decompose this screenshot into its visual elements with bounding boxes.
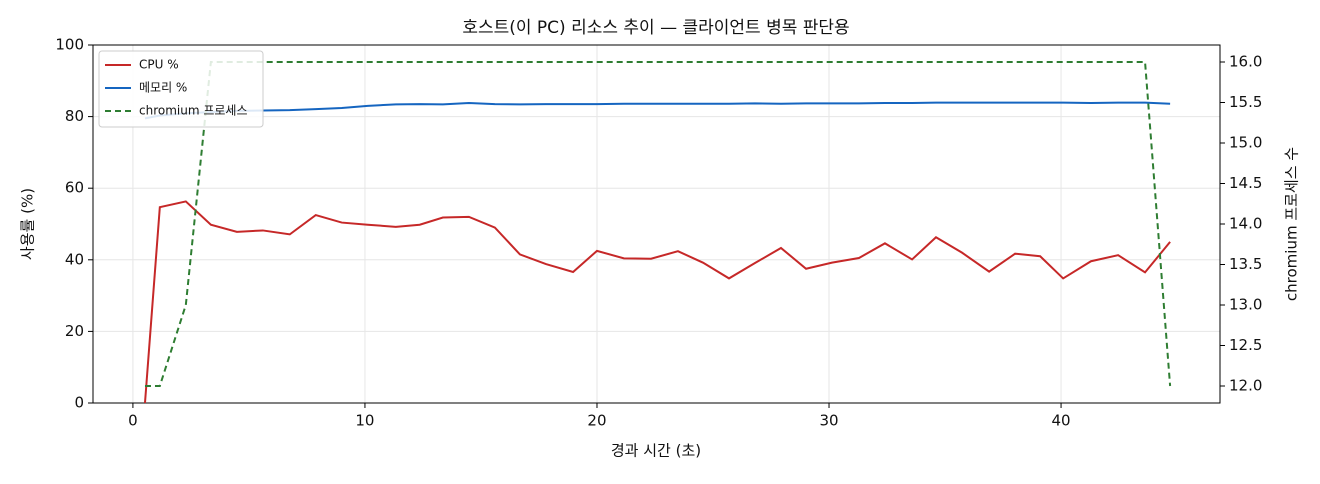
y2-tick-label: 15.5 [1229,93,1262,111]
y2-tick-label: 14.5 [1229,174,1262,192]
y-tick-label: 0 [74,394,84,412]
y-tick-label: 100 [55,36,84,54]
legend-label: CPU % [139,58,179,72]
legend-label: chromium 프로세스 [139,104,248,118]
y-tick-label: 80 [65,107,84,125]
y-tick-label: 40 [65,250,84,268]
plot-frame [92,44,1221,404]
x-tick-label: 0 [128,412,138,430]
x-axis-label: 경과 시간 (초) [611,442,701,460]
x-tick-label: 40 [1052,412,1071,430]
y-axis-label: 사용률 (%) [19,188,37,260]
y-tick-label: 60 [65,179,84,197]
y2-tick-label: 12.5 [1229,336,1262,354]
legend-label: 메모리 % [139,81,187,95]
series-line [144,101,1171,120]
y2-tick-label: 12.0 [1229,376,1262,394]
x-tick-label: 10 [355,412,374,430]
y2-tick-label: 14.0 [1229,215,1262,233]
x-tick-label: 30 [819,412,838,430]
y2-axis-label: chromium 프로세스 수 [1283,147,1301,301]
series-line [144,61,1172,387]
y2-tick-label: 16.0 [1229,53,1262,71]
chart-title: 호스트(이 PC) 리소스 추이 — 클라이언트 병목 판단용 [462,18,849,38]
legend-box [98,50,264,128]
series-line [143,200,1171,404]
x-tick-label: 20 [587,412,606,430]
y2-tick-label: 15.0 [1229,134,1262,152]
y-tick-label: 20 [65,322,84,340]
y2-tick-label: 13.0 [1229,295,1262,313]
y2-tick-label: 13.5 [1229,255,1262,273]
